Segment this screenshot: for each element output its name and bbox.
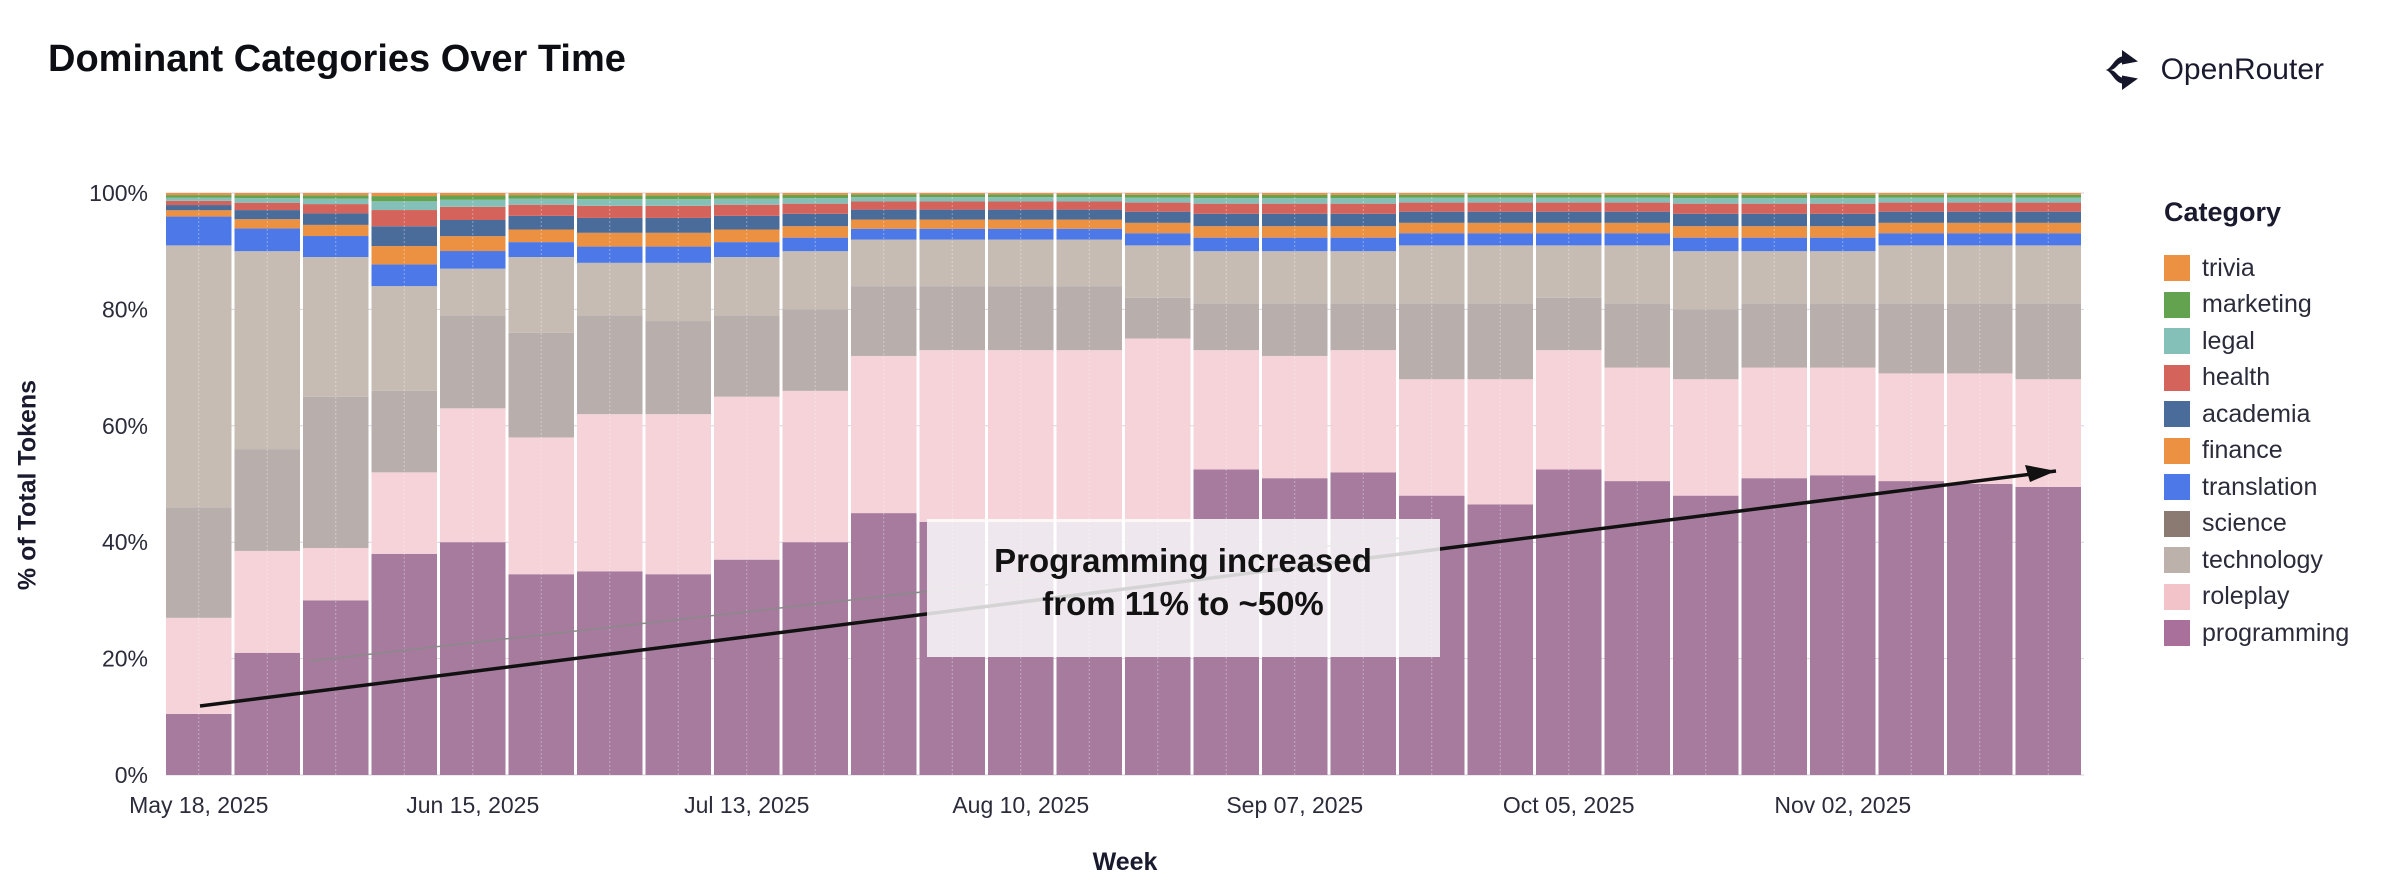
svg-text:Week: Week (1093, 848, 1158, 876)
svg-text:Nov 02, 2025: Nov 02, 2025 (1774, 792, 1911, 818)
svg-text:Jun 15, 2025: Jun 15, 2025 (406, 792, 539, 818)
svg-text:Aug 10, 2025: Aug 10, 2025 (952, 792, 1089, 818)
svg-text:Sep 07, 2025: Sep 07, 2025 (1226, 792, 1363, 818)
svg-text:May 18, 2025: May 18, 2025 (129, 792, 268, 818)
svg-text:60%: 60% (102, 413, 148, 439)
svg-text:from 11% to ~50%: from 11% to ~50% (1042, 585, 1324, 622)
svg-text:20%: 20% (102, 646, 148, 672)
svg-text:Programming increased: Programming increased (994, 542, 1372, 579)
svg-text:Oct 05, 2025: Oct 05, 2025 (1503, 792, 1635, 818)
svg-text:100%: 100% (89, 180, 148, 206)
svg-text:40%: 40% (102, 529, 148, 555)
svg-text:80%: 80% (102, 296, 148, 322)
svg-text:Jul 13, 2025: Jul 13, 2025 (684, 792, 809, 818)
svg-text:0%: 0% (115, 762, 148, 788)
